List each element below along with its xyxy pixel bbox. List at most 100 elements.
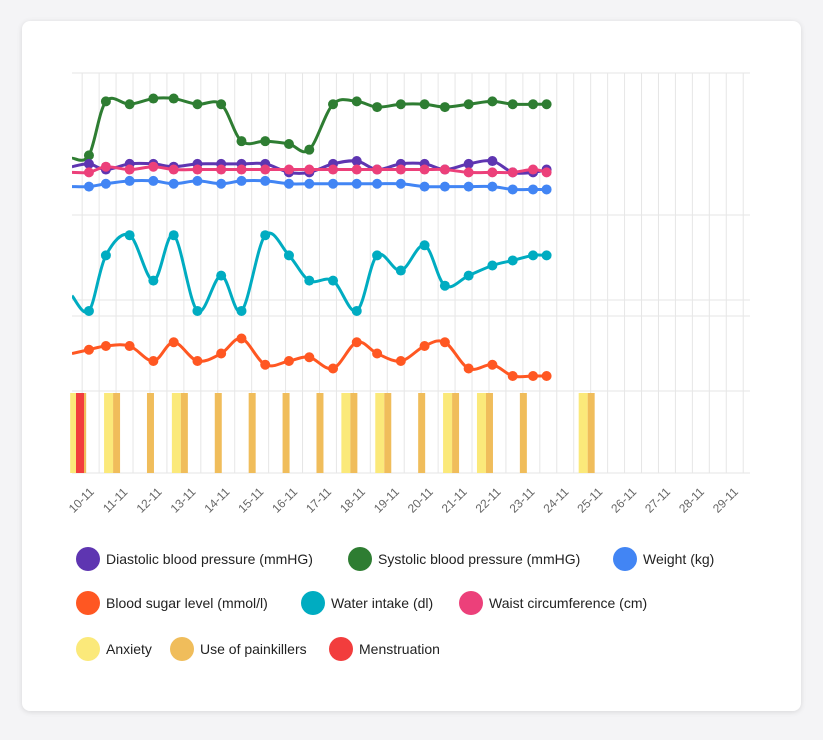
legend-item-water-intake[interactable]: Water intake (dl) <box>301 591 433 615</box>
data-point-water <box>216 270 227 281</box>
event-bar-use-of-painkillers <box>485 393 493 473</box>
event-bar-use-of-painkillers <box>282 393 290 473</box>
event-bar-use-of-painkillers <box>452 393 460 473</box>
event-bar-use-of-painkillers <box>316 393 324 473</box>
x-tick-label: 15-11 <box>235 484 266 515</box>
x-tick-label: 19-11 <box>371 484 402 515</box>
legend-item-painkillers[interactable]: Use of painkillers <box>170 637 307 661</box>
data-point-systolic <box>236 136 247 147</box>
legend-item-anxiety[interactable]: Anxiety <box>76 637 152 661</box>
legend-label: Blood sugar level (mmol/l) <box>106 595 268 611</box>
legend-swatch <box>301 591 325 615</box>
legend-item-blood-sugar[interactable]: Blood sugar level (mmol/l) <box>76 591 268 615</box>
data-point-diastolic <box>351 156 362 167</box>
legend-item-menstruation[interactable]: Menstruation <box>329 637 440 661</box>
data-point-sugar <box>351 337 362 348</box>
x-tick-label: 22-11 <box>473 484 504 515</box>
data-point-sugar <box>124 341 135 351</box>
x-tick-label: 23-11 <box>507 484 538 515</box>
data-point-systolic <box>283 139 294 149</box>
data-point-sugar <box>395 356 406 366</box>
data-point-sugar <box>168 337 179 348</box>
event-bar-anxiety <box>104 393 114 473</box>
data-point-sugar <box>507 371 518 381</box>
data-point-waist <box>372 164 383 175</box>
data-point-systolic <box>487 96 498 107</box>
data-point-weight <box>463 181 474 192</box>
event-bar-anxiety <box>443 393 453 473</box>
legend-item-diastolic[interactable]: Diastolic blood pressure (mmHG) <box>76 547 313 571</box>
data-point-weight <box>83 181 94 192</box>
legend-swatch <box>76 637 100 661</box>
x-tick-label: 16-11 <box>269 484 300 515</box>
data-point-weight <box>192 175 203 186</box>
data-point-sugar <box>192 356 203 366</box>
x-tick-label: 13-11 <box>168 484 199 515</box>
data-point-systolic <box>216 99 227 110</box>
event-bar-use-of-painkillers <box>248 393 256 473</box>
x-tick-label: 25-11 <box>574 484 605 515</box>
data-point-water <box>260 230 271 241</box>
event-bar-use-of-painkillers <box>350 393 358 473</box>
event-bar-use-of-painkillers <box>113 393 121 473</box>
data-point-water <box>463 270 474 281</box>
x-tick-label: 17-11 <box>303 484 334 515</box>
event-bar-use-of-painkillers <box>418 393 426 473</box>
data-point-systolic <box>148 93 159 104</box>
data-point-weight <box>507 184 518 195</box>
data-point-waist <box>100 161 111 172</box>
data-point-systolic <box>168 93 179 104</box>
x-tick-label: 29-11 <box>710 484 741 515</box>
x-tick-label: 18-11 <box>337 484 368 515</box>
data-point-weight <box>100 178 111 189</box>
data-point-weight <box>351 178 362 189</box>
data-point-waist <box>124 164 135 175</box>
data-point-water <box>439 280 450 291</box>
data-point-water <box>328 275 339 286</box>
data-point-waist <box>216 164 227 175</box>
data-point-systolic <box>351 96 362 107</box>
data-point-systolic <box>541 99 552 110</box>
event-bar-anxiety <box>341 393 351 473</box>
data-point-water <box>83 305 94 316</box>
data-point-sugar <box>541 371 552 381</box>
data-point-sugar <box>100 341 111 351</box>
data-point-sugar <box>439 337 450 348</box>
data-point-systolic <box>419 99 430 110</box>
legend-swatch <box>76 591 100 615</box>
legend-item-waist[interactable]: Waist circumference (cm) <box>459 591 647 615</box>
legend-item-systolic[interactable]: Systolic blood pressure (mmHG) <box>348 547 580 571</box>
data-point-diastolic <box>463 158 474 169</box>
event-bar-anxiety <box>70 393 80 473</box>
data-point-waist <box>304 164 315 175</box>
data-point-weight <box>168 178 179 189</box>
data-point-waist <box>395 164 406 175</box>
legend-label: Menstruation <box>359 641 440 657</box>
data-point-systolic <box>528 99 539 110</box>
legend-swatch <box>170 637 194 661</box>
data-point-water <box>148 275 159 286</box>
data-point-sugar <box>419 341 430 351</box>
x-tick-label: 28-11 <box>676 484 707 515</box>
data-point-systolic <box>507 99 518 110</box>
event-bar-use-of-painkillers <box>146 393 154 473</box>
event-bar-use-of-painkillers <box>587 393 595 473</box>
data-point-weight <box>216 178 227 189</box>
event-bar-use-of-painkillers <box>180 393 188 473</box>
data-point-waist <box>236 164 247 175</box>
legend-item-weight[interactable]: Weight (kg) <box>613 547 714 571</box>
data-point-water <box>168 230 179 241</box>
data-point-sugar <box>372 348 383 359</box>
data-point-water <box>541 250 552 261</box>
event-bar-anxiety <box>171 393 181 473</box>
data-point-waist <box>192 164 203 175</box>
x-tick-label: 24-11 <box>540 484 571 515</box>
data-point-waist <box>487 167 498 178</box>
data-point-waist <box>351 164 362 175</box>
data-point-weight <box>419 181 430 192</box>
data-point-waist <box>328 164 339 175</box>
data-point-weight <box>124 175 135 186</box>
data-point-waist <box>541 167 552 178</box>
